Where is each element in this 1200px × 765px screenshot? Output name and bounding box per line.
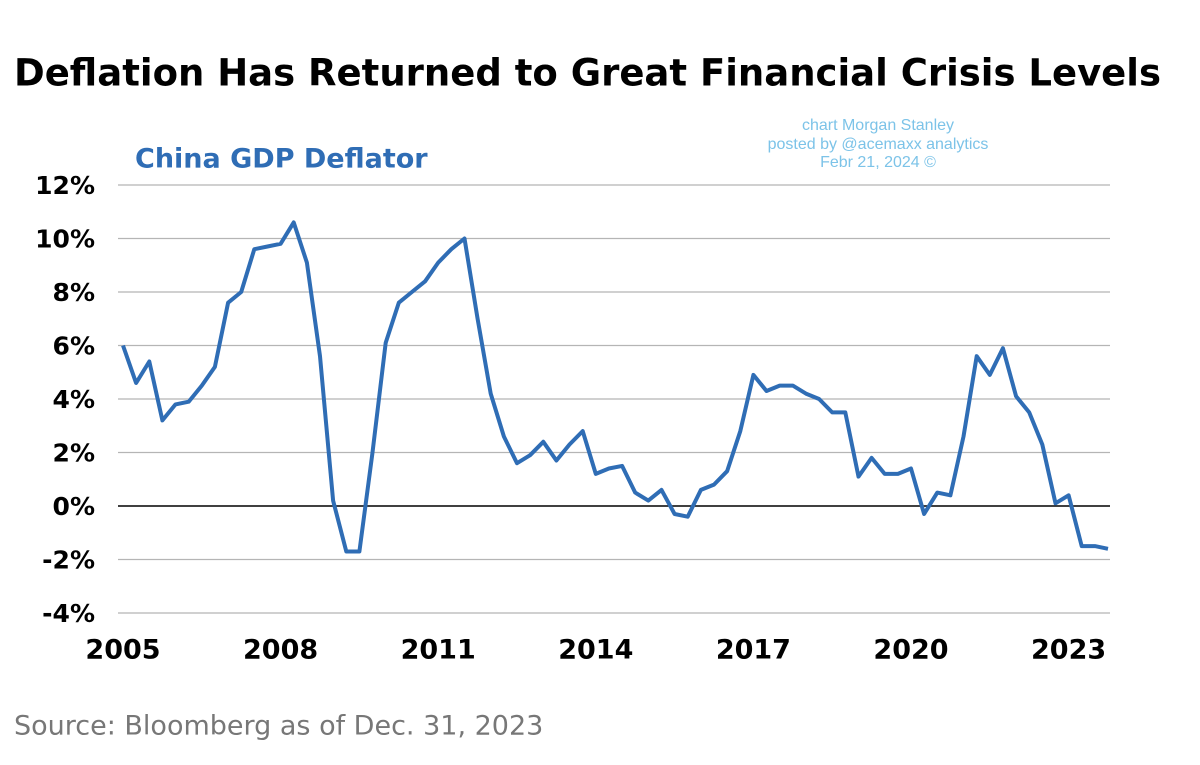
y-tick-label: -4% [42, 599, 95, 628]
y-tick-label: 2% [53, 439, 95, 468]
chart-subtitle: China GDP Deflator [135, 144, 428, 175]
y-tick-label: 10% [35, 225, 95, 254]
source: Source: Bloomberg as of Dec. 31, 2023 [14, 711, 543, 742]
chart-title: Deflation Has Returned to Great Financia… [14, 52, 1161, 95]
y-tick-label: 8% [53, 278, 95, 307]
annotation: Febr 21, 2024 © [820, 154, 936, 171]
y-tick-label: 0% [53, 492, 95, 521]
annotation: posted by @acemaxx analytics [768, 136, 989, 153]
data-line [121, 220, 1109, 554]
x-tick-label: 2011 [401, 635, 476, 666]
x-tick-label: 2017 [716, 635, 791, 666]
x-tick-label: 2005 [85, 635, 160, 666]
y-tick-label: -2% [42, 546, 95, 575]
y-tick-label: 6% [53, 332, 95, 361]
y-tick-label: 4% [53, 385, 95, 414]
y-tick-label: 12% [35, 171, 95, 200]
x-tick-label: 2014 [558, 635, 633, 666]
annotation: chart Morgan Stanley [802, 117, 954, 134]
x-tick-label: 2008 [243, 635, 318, 666]
x-tick-label: 2020 [873, 635, 948, 666]
x-tick-label: 2023 [1031, 635, 1106, 666]
